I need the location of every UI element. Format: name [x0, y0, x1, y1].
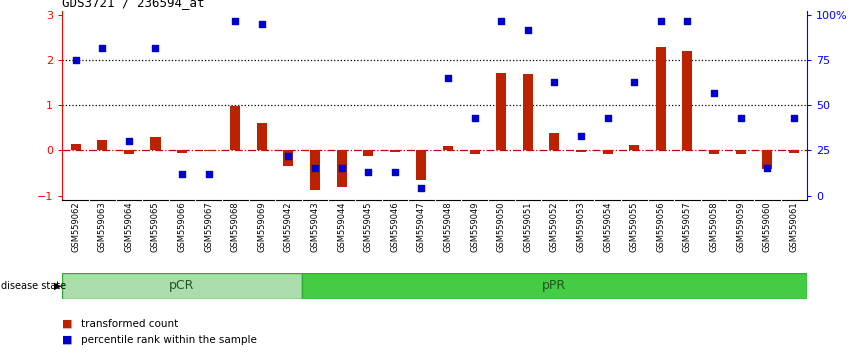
Text: GSM559054: GSM559054: [603, 201, 612, 252]
Text: GSM559057: GSM559057: [683, 201, 692, 252]
Bar: [576, 150, 586, 152]
Bar: [630, 144, 639, 150]
Bar: [124, 150, 134, 154]
Text: GSM559047: GSM559047: [417, 201, 426, 252]
Point: [229, 18, 242, 23]
Text: GSM559058: GSM559058: [709, 201, 719, 252]
Text: GSM559069: GSM559069: [257, 201, 267, 252]
Point: [494, 18, 508, 23]
Bar: [762, 150, 772, 169]
Point: [521, 27, 535, 32]
Bar: [443, 146, 453, 150]
Text: GSM559043: GSM559043: [311, 201, 320, 252]
Bar: [469, 150, 480, 154]
Point: [707, 90, 721, 96]
Bar: [709, 150, 719, 154]
Bar: [204, 150, 214, 151]
Point: [574, 133, 588, 139]
Bar: [310, 150, 320, 190]
Text: percentile rank within the sample: percentile rank within the sample: [81, 335, 257, 345]
Point: [255, 21, 268, 27]
Point: [547, 79, 561, 85]
Text: pPR: pPR: [542, 279, 566, 292]
Point: [441, 75, 455, 81]
Bar: [62, 273, 301, 299]
Text: ■: ■: [62, 319, 73, 329]
Text: GSM559059: GSM559059: [736, 201, 745, 252]
Text: GDS3721 / 236594_at: GDS3721 / 236594_at: [62, 0, 205, 10]
Bar: [71, 144, 81, 150]
Text: GSM559061: GSM559061: [789, 201, 798, 252]
Bar: [603, 150, 612, 154]
Bar: [230, 106, 240, 150]
Bar: [337, 150, 346, 187]
Point: [601, 115, 615, 121]
Text: GSM559052: GSM559052: [550, 201, 559, 252]
Point: [787, 115, 801, 121]
Bar: [523, 74, 533, 150]
Text: GSM559062: GSM559062: [71, 201, 81, 252]
Point: [681, 18, 695, 23]
Text: GSM559053: GSM559053: [577, 201, 585, 252]
Bar: [257, 123, 267, 150]
Text: pCR: pCR: [170, 279, 195, 292]
Point: [627, 79, 641, 85]
Point: [468, 115, 481, 121]
Text: GSM559060: GSM559060: [763, 201, 772, 252]
Bar: [549, 133, 559, 150]
Text: ▶: ▶: [54, 281, 61, 291]
Point: [281, 153, 295, 159]
Point: [95, 45, 109, 50]
Text: GSM559045: GSM559045: [364, 201, 372, 252]
Bar: [283, 150, 294, 166]
Bar: [301, 273, 807, 299]
Bar: [496, 73, 507, 150]
Text: GSM559068: GSM559068: [230, 201, 240, 252]
Point: [335, 166, 349, 171]
Text: GSM559056: GSM559056: [656, 201, 665, 252]
Point: [734, 115, 747, 121]
Text: GSM559044: GSM559044: [337, 201, 346, 252]
Bar: [682, 51, 693, 150]
Text: disease state: disease state: [1, 281, 66, 291]
Text: GSM559050: GSM559050: [497, 201, 506, 252]
Text: GSM559046: GSM559046: [391, 201, 399, 252]
Text: GSM559067: GSM559067: [204, 201, 213, 252]
Text: GSM559042: GSM559042: [284, 201, 293, 252]
Point: [415, 185, 429, 191]
Point: [760, 166, 774, 171]
Bar: [656, 47, 666, 150]
Bar: [390, 150, 400, 152]
Text: GSM559064: GSM559064: [125, 201, 133, 252]
Bar: [417, 150, 426, 180]
Point: [308, 166, 322, 171]
Bar: [735, 150, 746, 154]
Text: GSM559063: GSM559063: [98, 201, 107, 252]
Point: [202, 171, 216, 177]
Bar: [789, 150, 798, 153]
Text: GSM559049: GSM559049: [470, 201, 479, 252]
Point: [361, 169, 375, 175]
Point: [388, 169, 402, 175]
Point: [175, 171, 189, 177]
Point: [68, 57, 82, 63]
Text: GSM559048: GSM559048: [443, 201, 453, 252]
Bar: [97, 141, 107, 150]
Text: transformed count: transformed count: [81, 319, 178, 329]
Bar: [363, 150, 373, 156]
Point: [122, 138, 136, 144]
Bar: [151, 137, 160, 150]
Text: ■: ■: [62, 335, 73, 345]
Point: [149, 45, 163, 50]
Point: [654, 18, 668, 23]
Text: GSM559051: GSM559051: [523, 201, 533, 252]
Bar: [177, 150, 187, 153]
Text: GSM559055: GSM559055: [630, 201, 639, 252]
Text: GSM559066: GSM559066: [178, 201, 186, 252]
Text: GSM559065: GSM559065: [151, 201, 160, 252]
